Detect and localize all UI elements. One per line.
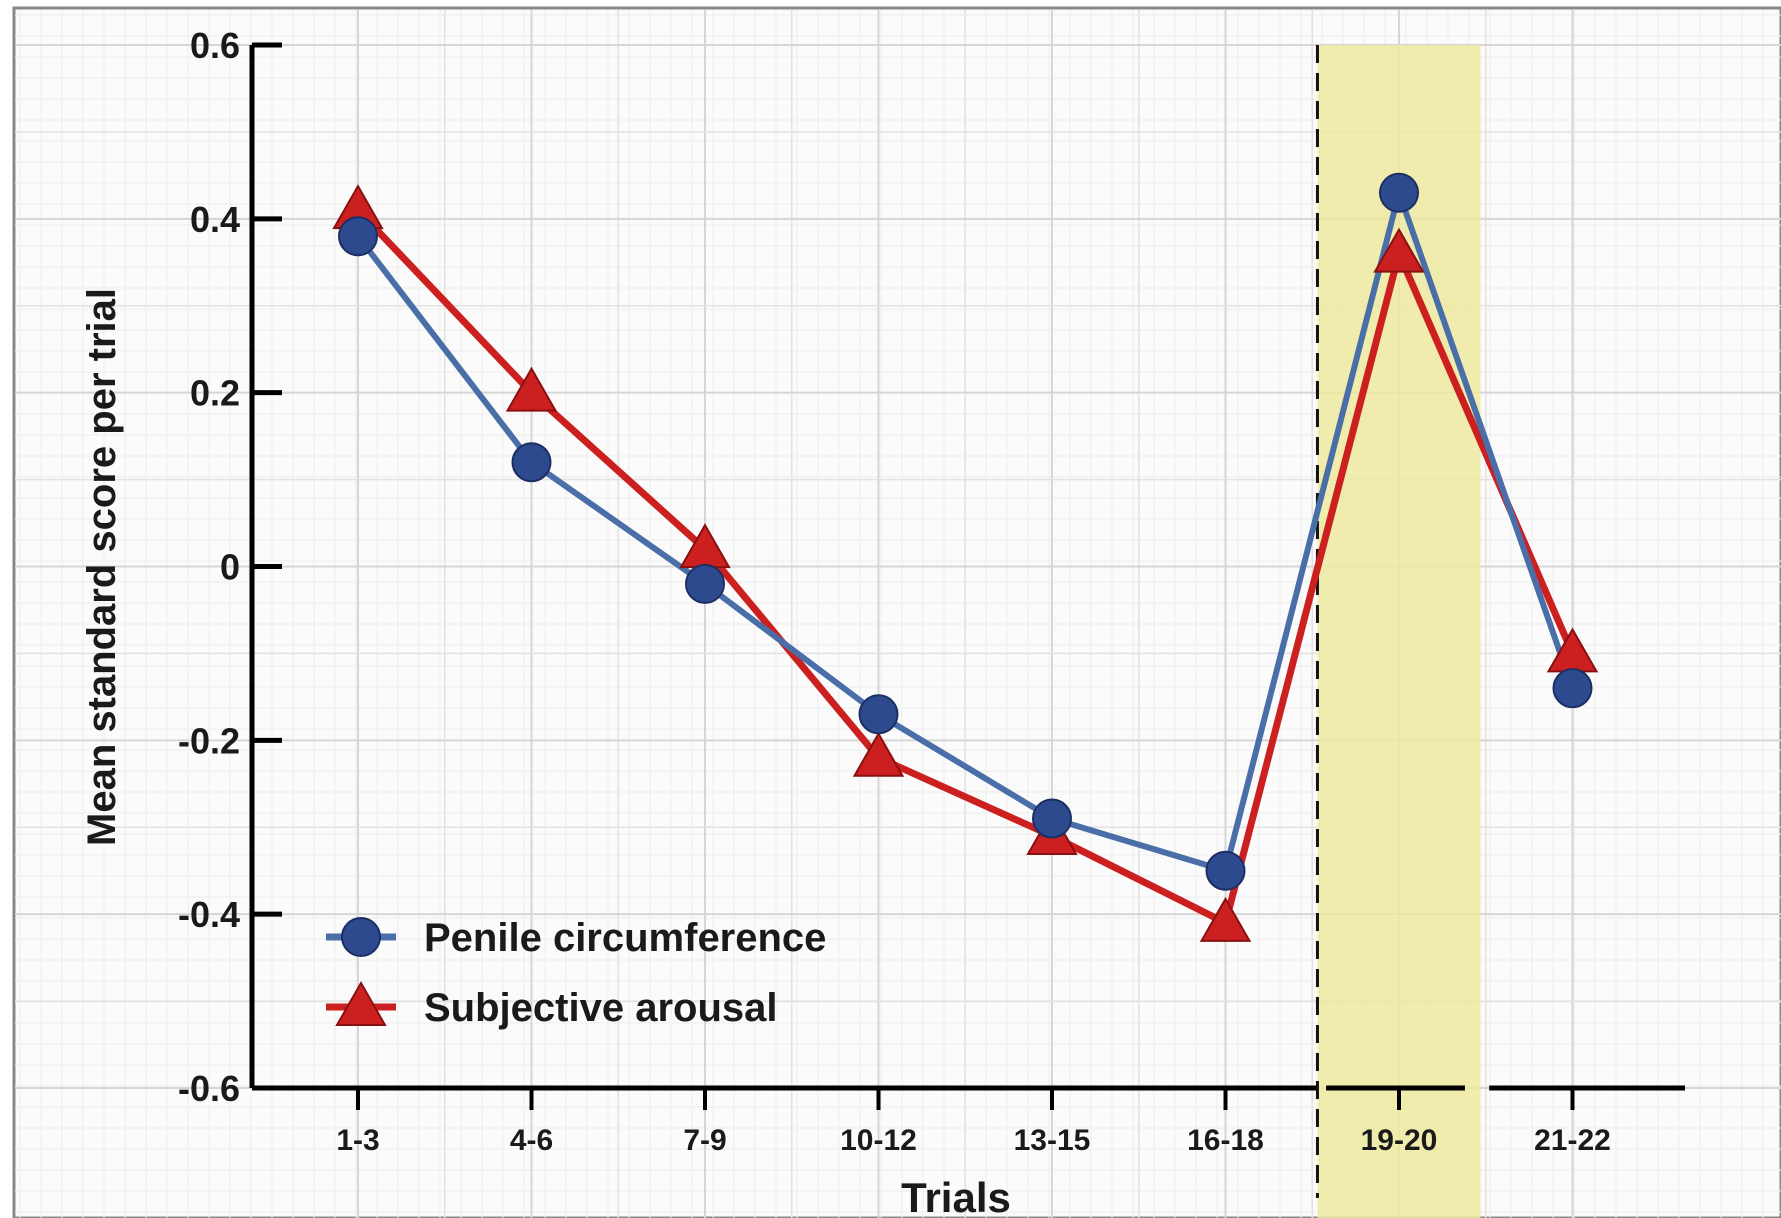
series-line-segment xyxy=(1049,815,1229,874)
series-markers xyxy=(338,172,1593,891)
x-tick-label: 19-20 xyxy=(1361,1124,1438,1157)
series-line-segment xyxy=(528,389,709,553)
legend-label: Penile circumference xyxy=(424,916,826,960)
x-tick-label: 21-22 xyxy=(1534,1124,1611,1157)
legend-label: Subjective arousal xyxy=(424,986,777,1030)
legend-item: Subjective arousal xyxy=(326,980,777,1030)
x-tick-label: 7-9 xyxy=(683,1124,726,1157)
series-line-segment xyxy=(1396,189,1576,692)
legend: Penile circumference Subjective arousal xyxy=(326,916,826,1030)
series-subjective-arousal xyxy=(354,206,1576,927)
x-tick-label: 10-12 xyxy=(840,1124,917,1157)
series-penile-circumference xyxy=(355,189,1576,874)
y-axis-title: Mean standard score per trial xyxy=(80,288,124,846)
plot-frame xyxy=(12,6,1781,1218)
data-point xyxy=(1032,798,1072,839)
data-point xyxy=(858,694,899,735)
y-tick-label: -0.2 xyxy=(178,720,240,761)
series-line-segment xyxy=(528,459,708,587)
series-markers xyxy=(332,184,1599,942)
series-line-segment xyxy=(701,545,882,762)
data-point xyxy=(1379,172,1419,213)
y-tick-label: 0 xyxy=(220,547,240,588)
y-tick-label: -0.4 xyxy=(178,894,240,935)
data-point xyxy=(852,731,905,777)
data-point xyxy=(1199,896,1252,942)
data-point xyxy=(1205,850,1246,891)
y-tick-label: 0.2 xyxy=(190,373,240,414)
data-point xyxy=(1373,227,1425,273)
series-line-segment xyxy=(1222,189,1402,874)
series xyxy=(332,172,1599,942)
data-point xyxy=(505,366,558,412)
x-axis-title: Trials xyxy=(901,1174,1011,1218)
x-tick-label: 13-15 xyxy=(1014,1124,1091,1157)
series-line-segment xyxy=(1048,832,1229,927)
series-line-segment xyxy=(354,206,535,397)
series-line-segment xyxy=(875,754,1056,840)
x-tick-label: 1-3 xyxy=(336,1124,379,1157)
legend-marker xyxy=(341,917,381,957)
series-line-segment xyxy=(702,580,882,718)
legend-item: Penile circumference xyxy=(326,916,826,960)
data-point xyxy=(685,563,725,604)
highlight-region xyxy=(1315,45,1481,1218)
x-tick-label: 16-18 xyxy=(1187,1124,1264,1157)
data-point xyxy=(1552,668,1593,709)
series-line-segment xyxy=(875,711,1055,822)
y-tick-label: 0.4 xyxy=(190,199,240,240)
data-point xyxy=(338,216,378,257)
legend-marker xyxy=(335,980,387,1026)
highlight-band xyxy=(1317,45,1481,1218)
y-tick-label: 0.6 xyxy=(190,25,240,66)
series-line-segment xyxy=(1395,250,1576,657)
data-point xyxy=(511,442,552,483)
y-tick-label: -0.6 xyxy=(178,1068,240,1109)
x-tick-label: 4-6 xyxy=(510,1124,553,1157)
axes: -0.6 -0.4 -0.2 0 0.2 0.4 0.6 1-3 4-6 7-9 10-12 13-1… xyxy=(178,25,1685,1157)
series-line-segment xyxy=(355,233,535,466)
series-line-segment xyxy=(1222,250,1403,927)
